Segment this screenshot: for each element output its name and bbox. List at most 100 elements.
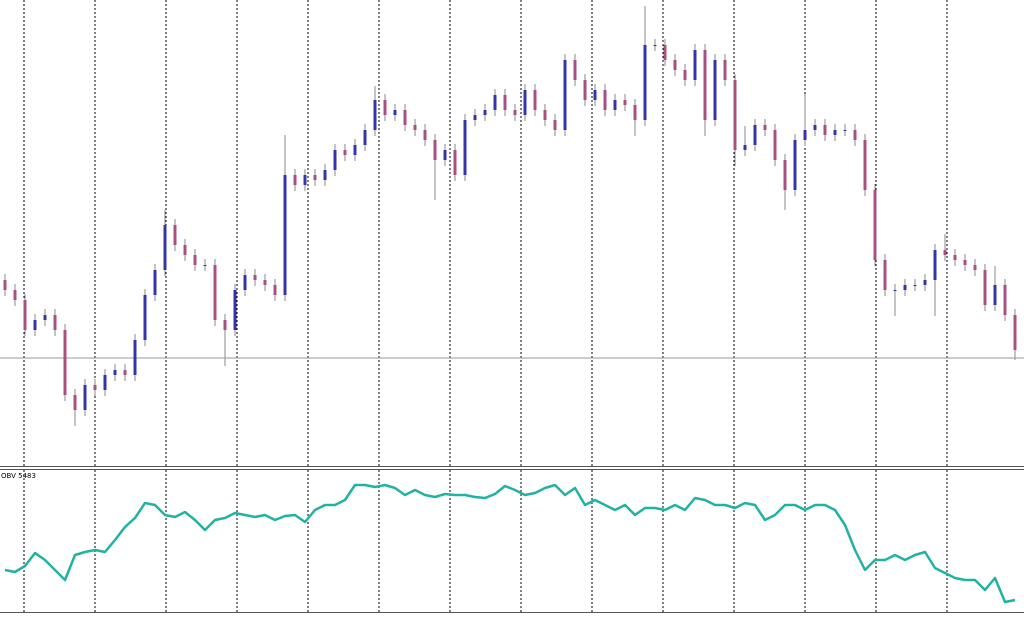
candle-body (653, 45, 657, 46)
candle-body (843, 130, 847, 131)
candle-body (383, 100, 387, 115)
candle-body (763, 125, 767, 130)
candle-body (143, 295, 147, 340)
candle-body (33, 320, 37, 330)
candle-body (783, 160, 787, 190)
candle-body (623, 100, 627, 105)
candle-body (823, 125, 827, 135)
candle-body (613, 100, 617, 110)
candle-body (973, 265, 977, 270)
candle-body (23, 300, 27, 330)
candle-body (353, 145, 357, 155)
candle-body (953, 255, 957, 260)
candle-body (533, 90, 537, 110)
candle-body (493, 95, 497, 110)
candle-body (363, 130, 367, 145)
candle-body (413, 125, 417, 130)
candle-body (923, 280, 927, 285)
candle-body (503, 95, 507, 110)
candle-body (443, 150, 447, 160)
candle-body (683, 70, 687, 80)
candle-body (453, 150, 457, 175)
candle-body (213, 265, 217, 320)
candle-body (423, 130, 427, 140)
candle-body (393, 110, 397, 115)
candle-body (513, 110, 517, 115)
candle-body (773, 130, 777, 160)
candle-body (253, 275, 257, 280)
candle-body (673, 60, 677, 70)
candle-body (223, 320, 227, 330)
candle-body (83, 385, 87, 410)
obv-line (4, 483, 1016, 604)
candle-body (703, 50, 707, 120)
candle-body (713, 60, 717, 120)
candle-body (753, 125, 757, 145)
candle-body (263, 280, 267, 285)
candle-body (343, 150, 347, 155)
candle-body (183, 245, 187, 255)
candle-body (833, 130, 837, 135)
candle-body (633, 105, 637, 120)
candle-body (583, 80, 587, 100)
candle-body (603, 90, 607, 110)
candle-body (743, 145, 747, 150)
candle-body (593, 90, 597, 100)
candle-body (373, 100, 377, 130)
candle-body (293, 175, 297, 185)
candle-body (573, 60, 577, 80)
candle-body (133, 340, 137, 375)
candle-body (333, 150, 337, 170)
candle-body (983, 270, 987, 305)
candle-body (103, 375, 107, 390)
candle-body (873, 190, 877, 260)
candle-body (693, 50, 697, 80)
candle-body (53, 315, 57, 330)
candle-body (563, 60, 567, 130)
candle-body (1013, 315, 1017, 350)
candle-body (483, 110, 487, 115)
candle-body (283, 175, 287, 295)
candle-body (43, 315, 47, 320)
candle-body (403, 110, 407, 125)
candle-body (663, 45, 667, 60)
candle-body (723, 60, 727, 80)
candle-body (73, 395, 77, 410)
candle-body (943, 250, 947, 255)
candle-body (63, 330, 67, 395)
candle-body (113, 370, 117, 375)
candle-body (803, 130, 807, 140)
candle-body (303, 175, 307, 185)
candle-body (863, 140, 867, 190)
candle-body (193, 255, 197, 265)
candle-body (163, 225, 167, 270)
candle-body (643, 45, 647, 120)
candle-body (883, 260, 887, 290)
candle-body (553, 120, 557, 130)
candle-body (903, 285, 907, 290)
candle-body (913, 285, 917, 286)
candle-body (963, 260, 967, 265)
candle-body (313, 175, 317, 180)
candle-body (813, 125, 817, 130)
candle-body (893, 290, 897, 291)
candle-body (1003, 285, 1007, 315)
candle-body (233, 290, 237, 330)
candle-body (3, 280, 7, 290)
candle-body (203, 265, 207, 266)
candle-body (273, 285, 277, 295)
candle-body (933, 250, 937, 280)
candle-body (93, 385, 97, 390)
candle-body (173, 225, 177, 245)
candle-body (523, 90, 527, 115)
candle-body (853, 130, 857, 140)
candle-body (473, 115, 477, 120)
candle-body (323, 170, 327, 180)
candle-body (993, 285, 997, 305)
candle-body (733, 80, 737, 150)
candle-body (793, 140, 797, 190)
candle-body (153, 270, 157, 295)
candle-body (433, 140, 437, 160)
candle-body (13, 290, 17, 300)
